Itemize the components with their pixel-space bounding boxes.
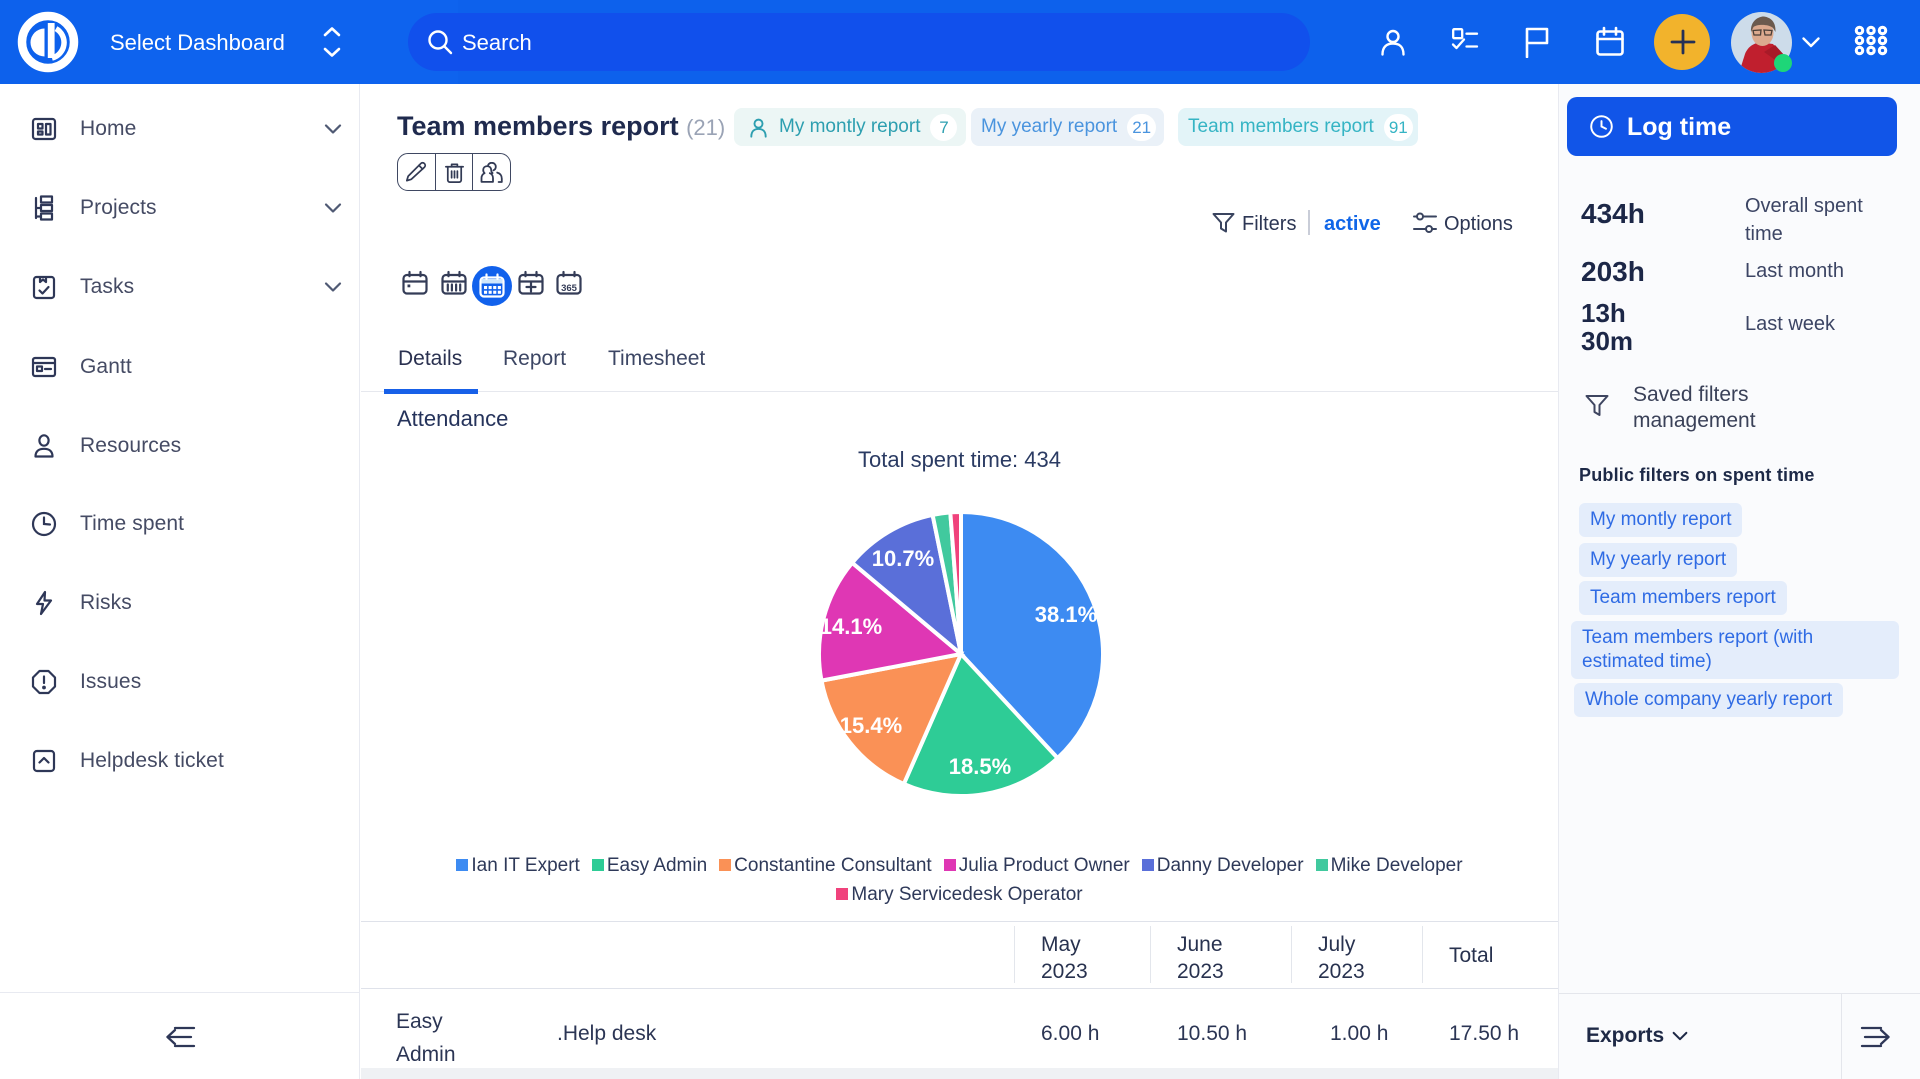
svg-text:15.4%: 15.4% bbox=[840, 713, 902, 738]
svg-text:365: 365 bbox=[561, 283, 578, 294]
svg-text:10.7%: 10.7% bbox=[872, 546, 934, 571]
svg-text:38.1%: 38.1% bbox=[1035, 602, 1097, 627]
svg-text:14.1%: 14.1% bbox=[820, 614, 882, 639]
svg-text:18.5%: 18.5% bbox=[949, 754, 1011, 779]
